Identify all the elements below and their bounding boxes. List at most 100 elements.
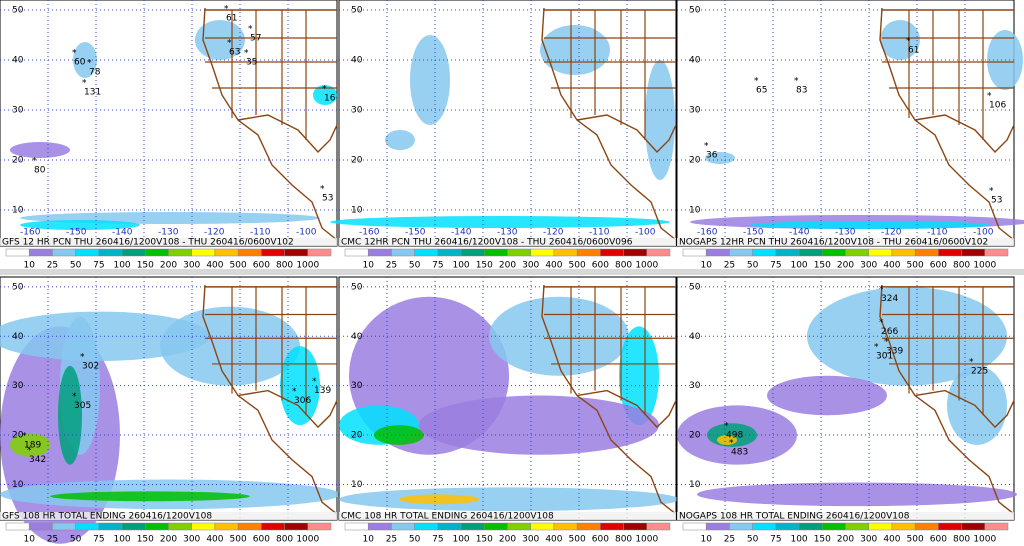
longitude-label: -100 — [973, 228, 994, 238]
colorbar-label: 25 — [724, 261, 735, 271]
colorbar-label: 10 — [23, 261, 35, 271]
point-label: 225 — [971, 366, 988, 376]
caption: GFS 108 HR TOTAL ENDING 260416/1200V108 — [2, 512, 212, 522]
star-marker: * — [320, 185, 325, 195]
point-label: 61 — [226, 14, 237, 24]
colorbar-label: 500 — [230, 261, 247, 271]
point-label: 83 — [796, 86, 807, 96]
colorbar-label: 1000 — [635, 261, 658, 271]
colorbar-swatch — [507, 522, 531, 531]
precip-area — [410, 35, 450, 125]
colorbar-label: 50 — [747, 261, 759, 271]
star-marker: * — [82, 79, 87, 89]
precip-area — [58, 365, 82, 465]
star-marker: * — [32, 157, 37, 167]
star-marker: * — [322, 85, 327, 95]
star-marker: * — [292, 387, 297, 397]
colorbar-label: 100 — [790, 261, 807, 271]
latitude-label: 10 — [351, 206, 363, 216]
colorbar-swatch — [729, 248, 753, 257]
colorbar-swatch — [845, 248, 869, 257]
colorbar-label: 400 — [545, 261, 562, 271]
border — [914, 389, 1015, 429]
star-marker: * — [227, 39, 232, 49]
colorbar-swatch — [367, 522, 392, 531]
longitude-label: -140 — [451, 228, 472, 238]
latitude-label: 40 — [689, 332, 701, 342]
colorbar-swatch — [576, 522, 601, 531]
caption: CMC 108 HR TOTAL ENDING 260416/1200V108 — [341, 512, 554, 522]
colorbar-label: 300 — [183, 535, 200, 545]
colorbar-swatch — [414, 248, 439, 257]
latitude-label: 50 — [12, 6, 24, 16]
caption-band — [0, 238, 337, 246]
point-label: 57 — [250, 34, 261, 44]
colorbar-swatch — [5, 522, 30, 531]
star-marker: * — [87, 59, 92, 69]
latitude-label: 20 — [689, 431, 701, 441]
colorbar-label: 25 — [724, 535, 735, 545]
coastline — [202, 7, 338, 241]
point-label: 61 — [908, 46, 919, 56]
precip-area — [339, 487, 679, 512]
latitude-label: 50 — [351, 6, 363, 16]
latitude-label: 20 — [351, 156, 363, 166]
colorbar-label: 75 — [770, 535, 781, 545]
point-label: 324 — [881, 294, 898, 304]
point-label: 16 — [324, 94, 336, 104]
latitude-label: 20 — [12, 431, 24, 441]
longitude-label: -160 — [20, 228, 41, 238]
point-label: 35 — [246, 58, 257, 68]
colorbar-swatch — [623, 522, 648, 531]
colorbar-swatch — [530, 248, 555, 257]
row-divider — [0, 269, 1024, 275]
map-panel: 50 40 30 20 10 CMC 108 HR TOTAL ENDING 260416… — [338, 276, 679, 545]
colorbar-label: 300 — [183, 261, 200, 271]
longitude-label: -130 — [158, 228, 179, 238]
precip-area — [385, 130, 415, 150]
colorbar-label: 800 — [953, 261, 970, 271]
colorbar-swatch — [484, 248, 508, 257]
colorbar-swatch — [214, 522, 239, 531]
colorbar-swatch — [576, 248, 601, 257]
colorbar-swatch — [145, 522, 169, 531]
map-panel: 50 40 30 20 10 -160 -150 -140 -130 -120 -110 -100CM… — [330, 0, 677, 271]
colorbar-swatch — [237, 522, 262, 531]
colorbar-swatch — [284, 248, 309, 257]
precip-area — [540, 25, 610, 75]
precip-area — [705, 152, 735, 164]
colorbar-swatch — [822, 248, 846, 257]
colorbar-swatch — [623, 248, 648, 257]
colorbar-swatch — [646, 522, 671, 531]
colorbar-swatch — [938, 248, 962, 257]
latitude-label: 40 — [351, 332, 363, 342]
colorbar-swatch — [191, 248, 216, 257]
point-label: 189 — [24, 440, 41, 450]
colorbar-label: 10 — [700, 261, 712, 271]
colorbar-label: 50 — [70, 535, 82, 545]
latitude-label: 10 — [12, 480, 24, 490]
colorbar-label: 400 — [883, 261, 900, 271]
precip-area — [10, 142, 70, 158]
longitude-label: -160 — [359, 228, 380, 238]
colorbar-label: 500 — [907, 535, 924, 545]
star-marker: * — [987, 92, 992, 102]
colorbar-swatch — [868, 522, 893, 531]
latitude-label: 40 — [351, 56, 363, 66]
colorbar-swatch — [822, 522, 846, 531]
map-frame — [0, 0, 338, 247]
colorbar-label: 300 — [522, 261, 539, 271]
precip-area — [10, 433, 50, 457]
point-label: 36 — [706, 151, 718, 161]
colorbar-swatch — [437, 248, 462, 257]
colorbar-label: 1000 — [973, 261, 996, 271]
latitude-label: 40 — [12, 332, 24, 342]
colorbar-swatch — [344, 522, 369, 531]
longitude-label: -150 — [405, 228, 426, 238]
colorbar-label: 400 — [206, 261, 223, 271]
latitude-label: 50 — [689, 6, 701, 16]
colorbar-label: 600 — [253, 535, 270, 545]
colorbar-swatch — [284, 522, 309, 531]
point-label: 65 — [756, 86, 767, 96]
